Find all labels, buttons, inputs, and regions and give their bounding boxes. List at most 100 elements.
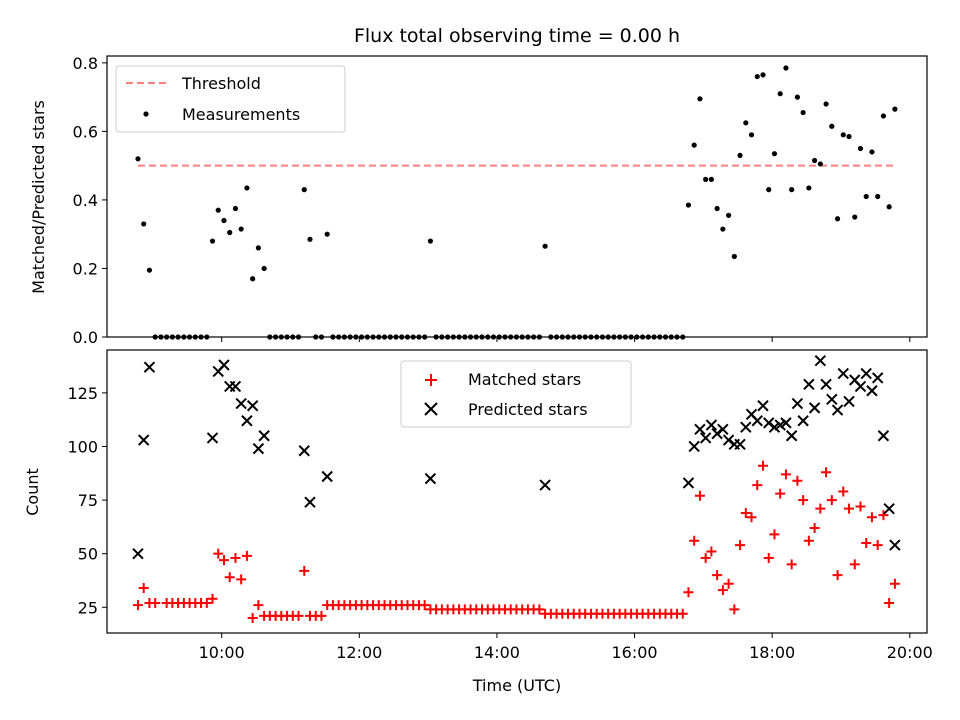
predicted-star-point xyxy=(860,367,872,380)
measurement-point xyxy=(232,205,239,212)
predicted-star-point xyxy=(751,415,763,427)
matched-star-point xyxy=(236,574,247,585)
measurement-point xyxy=(748,132,755,138)
count-xtick-label: 20:00 xyxy=(887,643,933,662)
matched-star-point xyxy=(419,600,430,611)
legend-predicted-label: Predicted stars xyxy=(468,400,588,419)
predicted-star-point xyxy=(717,423,729,436)
predicted-star-point xyxy=(218,359,230,371)
measurement-point xyxy=(817,161,823,167)
predicted-star-point xyxy=(682,477,695,489)
predicted-star-point xyxy=(241,415,253,427)
count-axes-frame xyxy=(106,349,928,634)
legend-measurements-swatch xyxy=(143,111,149,117)
matched-star-point xyxy=(213,548,224,559)
predicted-star-point xyxy=(705,419,718,431)
measurement-point xyxy=(427,238,434,244)
matched-star-point xyxy=(316,610,327,621)
predicted-star-point xyxy=(688,440,700,453)
count-ytick-label: 25 xyxy=(78,598,98,617)
ratio-ytick-label: 0.0 xyxy=(73,328,98,347)
predicted-star-point xyxy=(808,402,821,414)
matched-star-point xyxy=(723,578,734,589)
predicted-star-point xyxy=(785,430,798,442)
matched-star-point xyxy=(706,546,717,557)
measurement-point xyxy=(731,253,737,260)
matched-star-point xyxy=(855,501,866,512)
predicted-star-point xyxy=(137,434,150,446)
measurement-point xyxy=(760,72,766,78)
measurement-point xyxy=(255,245,261,251)
chart-title: Flux total observing time = 0.00 h xyxy=(354,25,680,47)
matched-star-point xyxy=(201,597,212,608)
measurement-point xyxy=(146,267,153,273)
predicted-star-point xyxy=(321,470,333,483)
measurement-point xyxy=(789,187,795,193)
ratio-legend: Threshold Measurements xyxy=(115,65,346,133)
matched-star-point xyxy=(872,540,883,551)
predicted-star-point xyxy=(694,423,706,436)
ratio-panel: 0.00.20.40.60.8 Matched/Predicted stars … xyxy=(29,54,928,347)
measurement-point xyxy=(703,176,709,182)
ratio-ytick-label: 0.4 xyxy=(73,191,98,210)
matched-star-point xyxy=(717,585,728,596)
matched-star-point xyxy=(775,488,786,499)
measurement-point xyxy=(307,236,313,242)
count-ytick-label: 50 xyxy=(78,545,98,564)
measurement-point xyxy=(834,216,841,222)
matched-star-point xyxy=(821,467,832,478)
measurement-point xyxy=(691,142,697,148)
matched-star-point xyxy=(803,535,814,546)
measurement-point xyxy=(720,226,726,232)
count-ytick-label: 100 xyxy=(67,437,98,456)
matched-star-point xyxy=(884,597,895,608)
predicted-star-point xyxy=(258,430,270,442)
matched-star-point xyxy=(780,469,791,480)
measurement-point xyxy=(880,113,887,119)
matched-star-point xyxy=(230,552,241,563)
predicted-star-point xyxy=(854,380,867,393)
measurement-point xyxy=(771,151,778,157)
measurement-point xyxy=(800,109,806,116)
count-ticks: 25 50 75 100 125 10:00 12:00 14:00 16:00 18:00 20:… xyxy=(67,384,932,662)
matched-star-point xyxy=(740,507,751,518)
matched-star-point xyxy=(786,559,797,570)
predicted-star-point xyxy=(734,438,746,451)
predicted-star-point xyxy=(298,445,310,457)
legend-threshold-label: Threshold xyxy=(181,74,261,93)
matched-star-point xyxy=(769,529,780,540)
predicted-star-point xyxy=(866,385,878,397)
predicted-star-point xyxy=(814,355,827,367)
predicted-star-point xyxy=(246,400,259,412)
count-panel: 25 50 75 100 125 10:00 12:00 14:00 16:00 18:00 20:… xyxy=(23,349,933,695)
matched-star-point xyxy=(677,608,688,619)
matched-star-point xyxy=(792,475,803,486)
predicted-star-point xyxy=(539,479,551,491)
matched-star-point xyxy=(832,570,843,581)
measurement-point xyxy=(754,73,760,80)
measurement-point xyxy=(886,204,892,210)
matched-star-point xyxy=(815,503,826,514)
matched-star-point xyxy=(878,510,889,521)
count-xtick-label: 16:00 xyxy=(611,643,657,662)
measurement-point xyxy=(777,91,783,97)
matched-star-point xyxy=(809,522,820,533)
measurement-point xyxy=(875,193,881,200)
predicted-star-point xyxy=(843,395,855,408)
measurement-point xyxy=(794,94,801,100)
predicted-star-point xyxy=(883,502,895,515)
count-xtick-label: 18:00 xyxy=(749,643,795,662)
matched-star-point xyxy=(763,552,774,563)
measurement-point xyxy=(892,106,898,112)
matched-star-point xyxy=(826,495,837,506)
predicted-star-point xyxy=(229,380,242,393)
measurement-point xyxy=(840,132,846,138)
measurement-point xyxy=(863,193,869,200)
predicted-star-point xyxy=(722,434,735,446)
measurement-point xyxy=(301,187,307,193)
measurement-point xyxy=(697,96,703,102)
count-ytick-label: 125 xyxy=(67,384,98,403)
measurement-point xyxy=(238,226,244,232)
predicted-star-point xyxy=(699,432,712,444)
